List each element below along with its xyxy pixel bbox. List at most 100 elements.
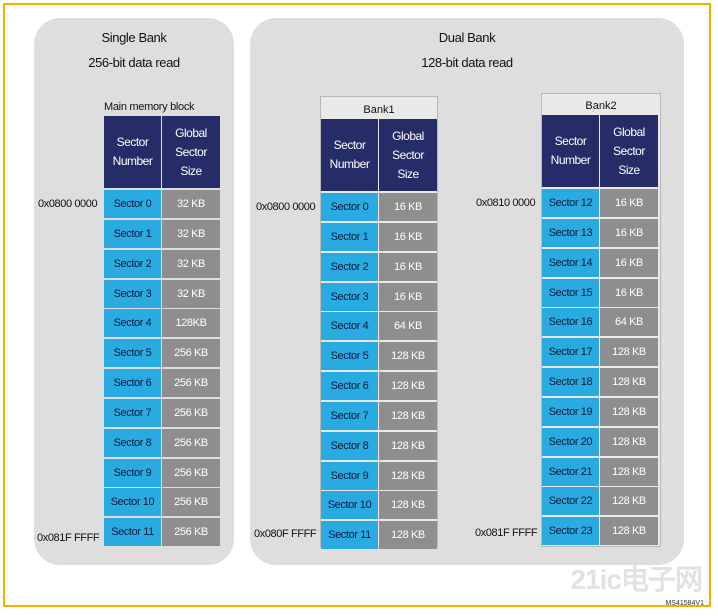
sector-size-cell: 256 KB: [162, 518, 220, 547]
sector-number-cell: Sector 14: [542, 248, 599, 277]
header-sector-number: Sector Number: [542, 115, 599, 187]
sector-number-cell: Sector 8: [321, 431, 378, 460]
sector-size-cell: 64 KB: [379, 312, 437, 341]
sector-row: Sector 2 16 KB: [321, 252, 437, 282]
sector-size-cell: 32 KB: [162, 249, 220, 278]
sector-number-cell: Sector 3: [104, 279, 161, 308]
sector-size-cell: 64 KB: [600, 308, 658, 337]
sector-number-cell: Sector 11: [321, 521, 378, 550]
sector-size-cell: 128 KB: [379, 372, 437, 401]
sector-rows: Sector 12 16 KB Sector 13 16 KB Sector 14 16 …: [542, 188, 658, 546]
watermark-logo: 21ic电子网: [570, 564, 703, 595]
sector-number-cell: Sector 17: [542, 338, 599, 367]
sector-size-cell: 128 KB: [600, 427, 658, 456]
sector-number-cell: Sector 2: [321, 252, 378, 281]
sector-size-cell: 128 KB: [379, 461, 437, 490]
sector-row: Sector 5 256 KB: [104, 338, 220, 368]
sector-size-cell: 128 KB: [600, 487, 658, 516]
dual-bank-subtitle: 128-bit data read: [421, 55, 513, 70]
sector-row: Sector 1 32 KB: [104, 219, 220, 249]
sector-row: Sector 17 128 KB: [542, 337, 658, 367]
sector-number-cell: Sector 5: [321, 342, 378, 371]
sector-number-cell: Sector 11: [104, 518, 161, 547]
sector-row: Sector 4 64 KB: [321, 311, 437, 341]
sector-size-cell: 32 KB: [162, 279, 220, 308]
sector-size-cell: 128 KB: [379, 491, 437, 520]
sector-number-cell: Sector 16: [542, 308, 599, 337]
sector-size-cell: 16 KB: [600, 278, 658, 307]
header-global-sector-size: Global Sector Size: [162, 116, 220, 188]
sector-size-cell: 256 KB: [162, 488, 220, 517]
sector-size-cell: 128 KB: [600, 517, 658, 546]
sector-row: Sector 21 128 KB: [542, 457, 658, 487]
sector-number-cell: Sector 21: [542, 457, 599, 486]
figure-border: [3, 3, 711, 607]
sector-number-cell: Sector 1: [104, 219, 161, 248]
sector-row: Sector 11 128 KB: [321, 520, 437, 550]
sector-rows: Sector 0 32 KB Sector 1 32 KB Sector 2 32 KB S…: [104, 189, 220, 547]
sector-number-cell: Sector 7: [104, 398, 161, 427]
sector-row: Sector 11 256 KB: [104, 517, 220, 547]
sector-number-cell: Sector 12: [542, 189, 599, 217]
sector-row: Sector 10 128 KB: [321, 490, 437, 520]
sector-row: Sector 18 128 KB: [542, 367, 658, 397]
sector-number-cell: Sector 9: [104, 458, 161, 487]
main-memory-block-title: Main memory block: [104, 101, 195, 113]
sector-row: Sector 8 128 KB: [321, 431, 437, 461]
bank2-table: Sector Number Global Sector Size Sector …: [542, 115, 658, 546]
sector-row: Sector 7 256 KB: [104, 398, 220, 428]
sector-size-cell: 16 KB: [379, 222, 437, 251]
start-address: 0x0800 0000: [38, 198, 98, 210]
sector-size-cell: 128 KB: [600, 338, 658, 367]
sector-row: Sector 0 32 KB: [104, 189, 220, 219]
sector-size-cell: 128 KB: [379, 342, 437, 371]
sector-number-cell: Sector 19: [542, 397, 599, 426]
header-global-sector-size: Global Sector Size: [600, 115, 658, 187]
sector-row: Sector 7 128 KB: [321, 401, 437, 431]
sector-number-cell: Sector 6: [104, 369, 161, 398]
bank1-table: Sector Number Global Sector Size Sector …: [321, 119, 437, 550]
bank2-label: Bank2: [585, 100, 617, 112]
sector-row: Sector 8 256 KB: [104, 428, 220, 458]
sector-size-cell: 128 KB: [379, 431, 437, 460]
sector-size-cell: 256 KB: [162, 458, 220, 487]
sector-number-cell: Sector 6: [321, 372, 378, 401]
sector-number-cell: Sector 18: [542, 368, 599, 397]
sector-size-cell: 256 KB: [162, 398, 220, 427]
sector-row: Sector 14 16 KB: [542, 248, 658, 278]
sector-row: Sector 19 128 KB: [542, 397, 658, 427]
sector-size-cell: 256 KB: [162, 369, 220, 398]
sector-size-cell: 16 KB: [600, 189, 658, 217]
sector-number-cell: Sector 7: [321, 401, 378, 430]
sector-row: Sector 16 64 KB: [542, 307, 658, 337]
sector-number-cell: Sector 10: [104, 488, 161, 517]
sector-size-cell: 128 KB: [600, 368, 658, 397]
sector-row: Sector 23 128 KB: [542, 516, 658, 546]
sector-size-cell: 32 KB: [162, 219, 220, 248]
sector-number-cell: Sector 0: [321, 193, 378, 221]
sector-size-cell: 128KB: [162, 309, 220, 338]
bank1-start-address: 0x0800 0000: [256, 201, 316, 213]
sector-size-cell: 256 KB: [162, 339, 220, 368]
sector-size-cell: 256 KB: [162, 428, 220, 457]
sector-number-cell: Sector 15: [542, 278, 599, 307]
sector-row: Sector 3 32 KB: [104, 279, 220, 309]
sector-number-cell: Sector 5: [104, 339, 161, 368]
sector-row: Sector 4 128KB: [104, 308, 220, 338]
sector-number-cell: Sector 13: [542, 218, 599, 247]
bank2-end-address: 0x081F FFFF: [475, 527, 538, 539]
bank1-label: Bank1: [363, 104, 395, 116]
sector-row: Sector 12 16 KB: [542, 188, 658, 218]
sector-size-cell: 128 KB: [379, 521, 437, 550]
dual-bank-title: Dual Bank: [438, 30, 496, 45]
sector-row: Sector 5 128 KB: [321, 341, 437, 371]
sector-number-cell: Sector 1: [321, 222, 378, 251]
sector-size-cell: 32 KB: [162, 190, 220, 218]
header-sector-number: Sector Number: [321, 119, 378, 191]
sector-row: Sector 0 16 KB: [321, 192, 437, 222]
sector-row: Sector 9 128 KB: [321, 461, 437, 491]
sector-number-cell: Sector 8: [104, 428, 161, 457]
sector-row: Sector 13 16 KB: [542, 218, 658, 248]
sector-row: Sector 2 32 KB: [104, 249, 220, 279]
sector-size-cell: 128 KB: [600, 457, 658, 486]
